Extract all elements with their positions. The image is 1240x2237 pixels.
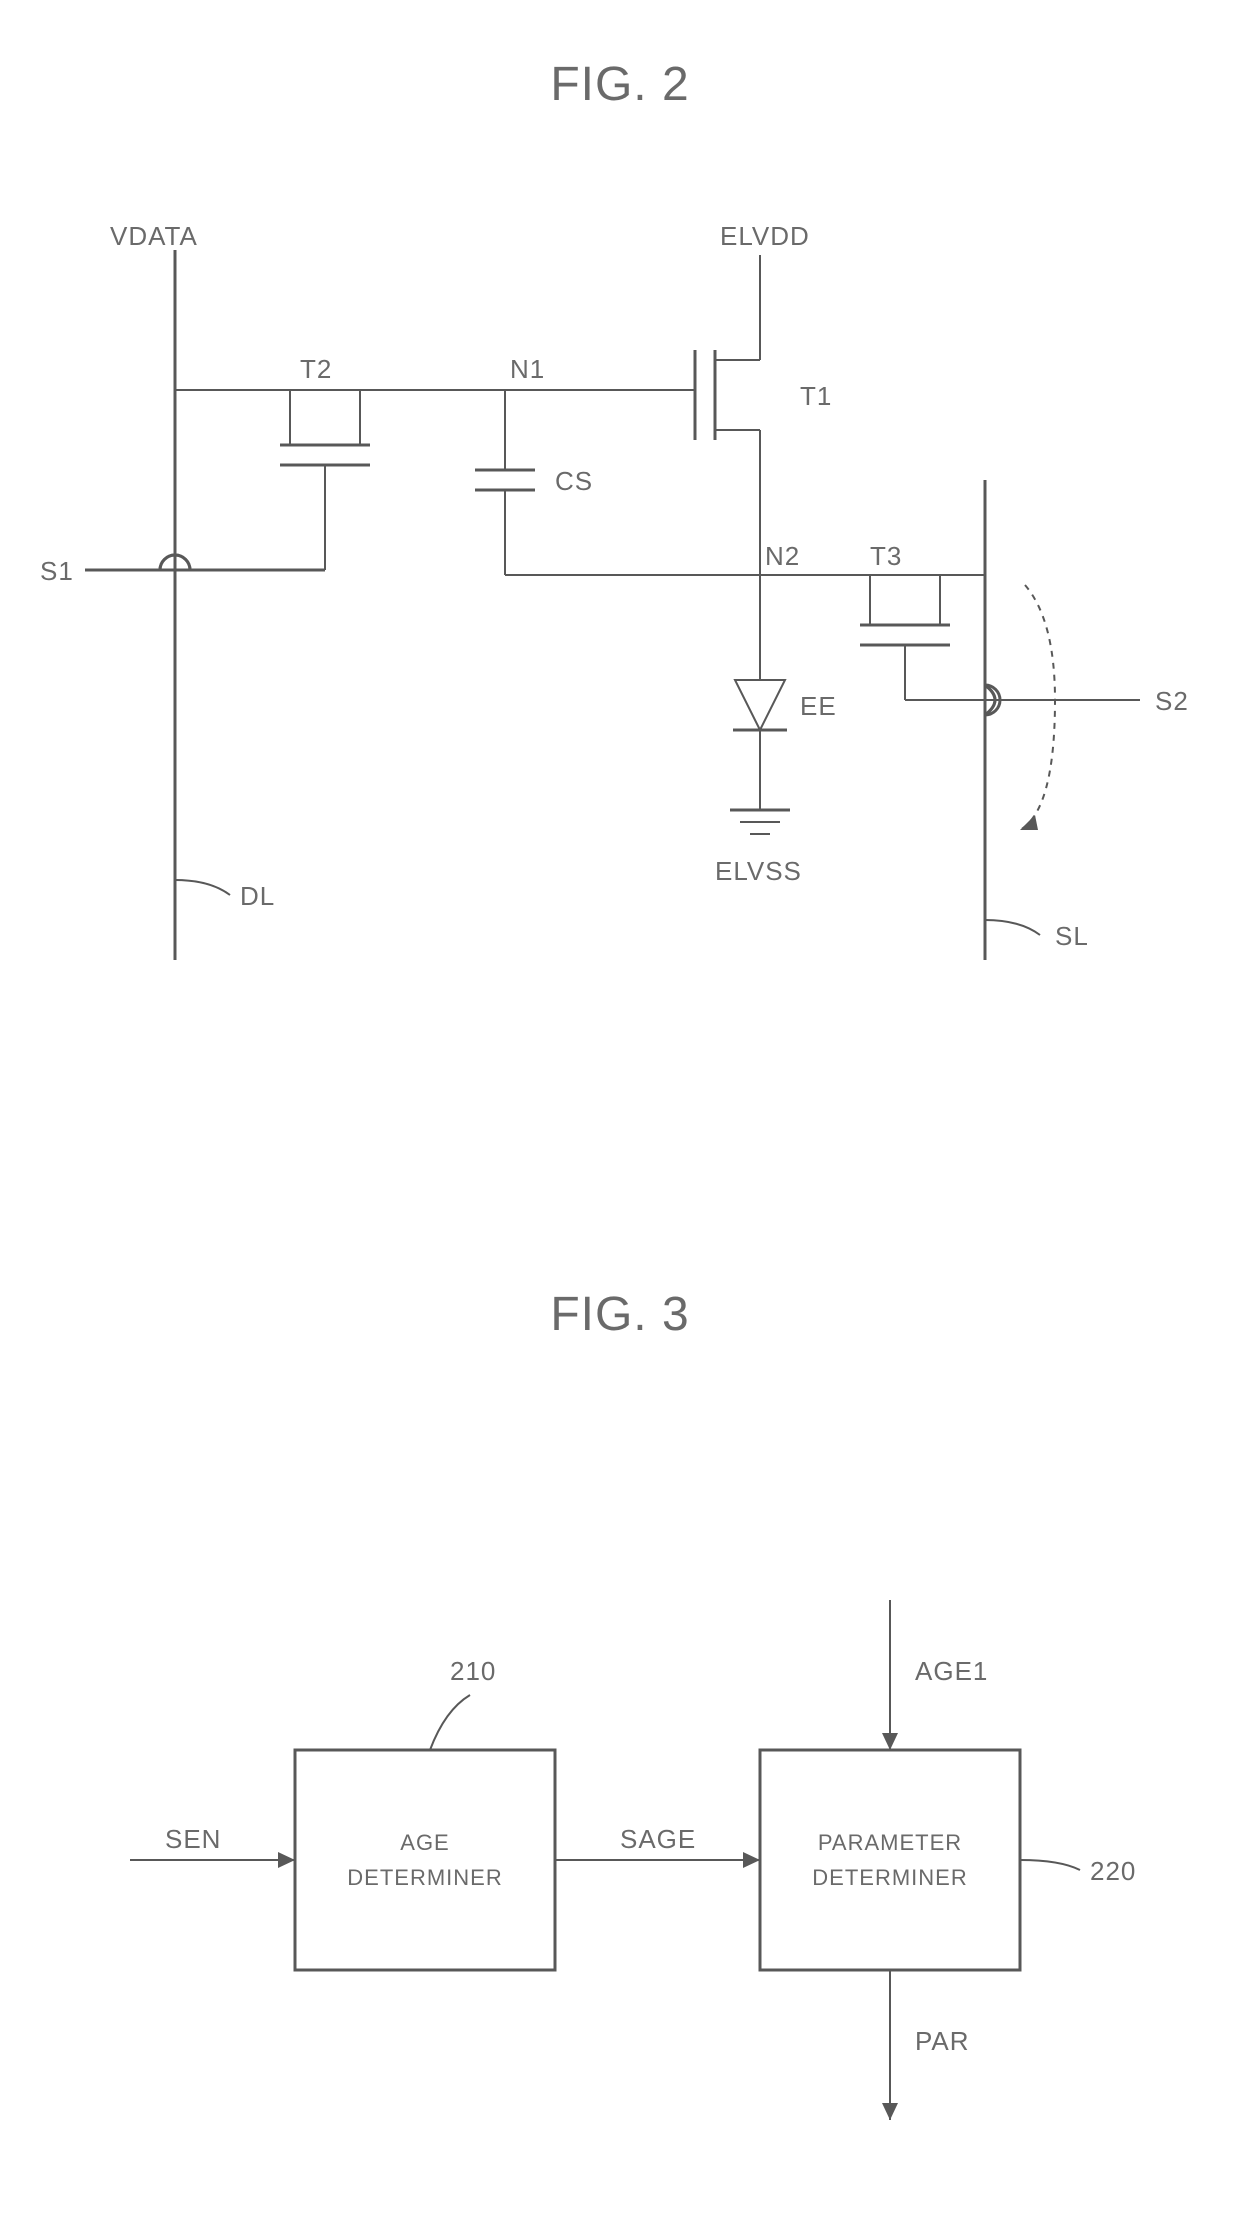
label-vdata: VDATA xyxy=(110,221,198,251)
label-age1: AGE1 xyxy=(915,1656,988,1686)
transistor-t1: T1 xyxy=(680,350,832,575)
leader-sl xyxy=(985,920,1040,935)
param-det-line2: DETERMINER xyxy=(812,1865,967,1890)
box-age-determiner xyxy=(295,1750,555,1970)
leader-220 xyxy=(1020,1860,1080,1870)
label-t2: T2 xyxy=(300,354,332,384)
label-ee: EE xyxy=(800,691,837,721)
label-sage: SAGE xyxy=(620,1824,696,1854)
arrowhead-par xyxy=(882,2103,898,2120)
age-det-line1: AGE xyxy=(400,1830,449,1855)
label-cs: CS xyxy=(555,466,593,496)
sense-current-arrow xyxy=(1020,585,1055,830)
leader-210 xyxy=(430,1695,470,1750)
transistor-t2: T2 xyxy=(175,354,505,570)
fig3-title: FIG. 3 xyxy=(550,1288,689,1341)
fig-2: FIG. 2 VDATA DL S1 T2 N1 xyxy=(40,58,1189,960)
label-dl: DL xyxy=(240,881,275,911)
diode-ee: EE xyxy=(733,575,837,810)
capacitor-cs: CS xyxy=(475,390,593,575)
arrowhead-age1 xyxy=(882,1733,898,1750)
fig-3: FIG. 3 210 AGE DETERMINER 220 PARAMETER … xyxy=(130,1288,1136,2120)
age-det-line2: DETERMINER xyxy=(347,1865,502,1890)
param-det-line1: PARAMETER xyxy=(818,1830,962,1855)
arrowhead-sen xyxy=(278,1852,295,1868)
label-t1: T1 xyxy=(800,381,832,411)
label-par: PAR xyxy=(915,2026,970,2056)
label-210: 210 xyxy=(450,1656,496,1686)
label-n2: N2 xyxy=(765,541,800,571)
label-s2: S2 xyxy=(1155,686,1189,716)
label-elvss: ELVSS xyxy=(715,856,802,886)
label-elvdd: ELVDD xyxy=(720,221,810,251)
label-s1: S1 xyxy=(40,556,74,586)
label-n1: N1 xyxy=(510,354,545,384)
box-parameter-determiner xyxy=(760,1750,1020,1970)
transistor-t3: T3 xyxy=(860,541,1140,700)
label-220: 220 xyxy=(1090,1856,1136,1886)
leader-dl xyxy=(175,880,230,895)
sense-arrowhead xyxy=(1020,815,1038,830)
label-sl: SL xyxy=(1055,921,1089,951)
elvss: ELVSS xyxy=(715,810,802,886)
arrowhead-sage xyxy=(743,1852,760,1868)
label-sen: SEN xyxy=(165,1824,221,1854)
label-t3: T3 xyxy=(870,541,902,571)
fig2-title: FIG. 2 xyxy=(550,58,689,111)
